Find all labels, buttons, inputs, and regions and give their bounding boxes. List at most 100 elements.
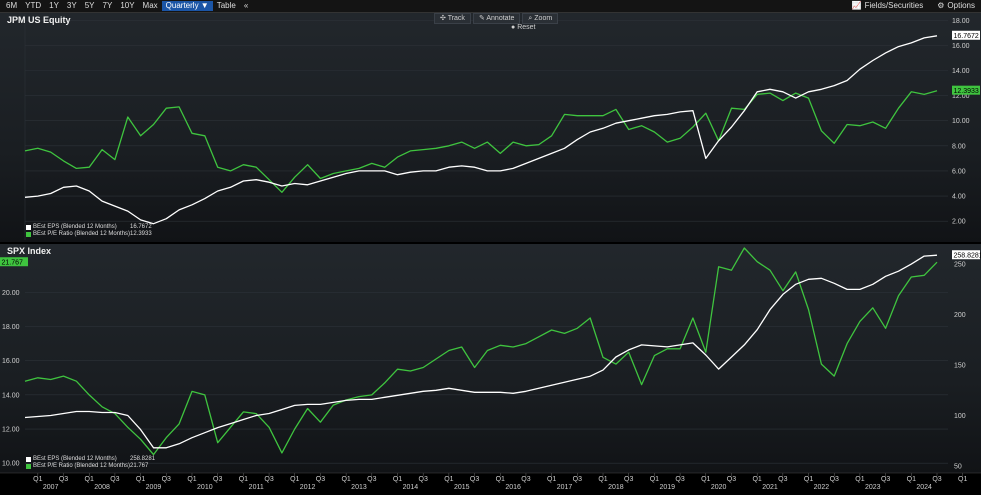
annotate-button[interactable]: ✎ Annotate [472,13,521,24]
x-quarter-label: Q3 [521,476,530,483]
x-quarter-label: Q1 [907,476,916,483]
legend-value-eps: 258.8281 [130,456,156,462]
legend-swatch-eps [26,225,31,230]
table-button[interactable]: Table [216,1,236,10]
x-year-label: 2018 [608,484,624,491]
range-ytd-button[interactable]: YTD [25,1,42,10]
options-button[interactable]: ⚙ Options [937,1,975,11]
x-quarter-label: Q1 [187,476,196,483]
y-right-tick-label: 50 [954,463,962,470]
crosshair-icon: ✣ [440,15,448,22]
legend-spx: BEst EPS (Blended 12 Months) 258.8281 BEs… [26,456,155,470]
legend-label-pe: BEst P/E Ratio (Blended 12 Months) [33,231,131,237]
x-quarter-label: Q3 [367,476,376,483]
legend-swatch-pe [26,232,31,237]
last-value-tag-jpm-pe: 12.3933 [952,85,980,95]
fields-securities-label: Fields/Securities [864,1,924,10]
y-left-tick-label: 10.00 [2,461,20,468]
x-year-label: 2008 [94,484,110,491]
last-value-tag-spx-eps-text: 258.8281 [954,253,981,260]
x-quarter-label: Q1 [752,476,761,483]
x-quarter-label: Q3 [59,476,68,483]
y-tick-label: 6.00 [952,168,966,175]
range-1y-button[interactable]: 1Y [49,1,59,10]
range-5y-button[interactable]: 5Y [84,1,95,10]
x-year-label: 2007 [43,484,59,491]
x-year-label: 2019 [659,484,675,491]
y-left-tick-label: 14.00 [2,392,20,399]
series-line-jpm-pe [24,90,938,193]
y-right-tick-label: 200 [954,312,966,319]
x-quarter-label: Q1 [958,476,967,483]
x-quarter-label: Q1 [855,476,864,483]
x-quarter-label: Q1 [85,476,94,483]
legend-item-pe[interactable]: BEst P/E Ratio (Blended 12 Months) 12.393… [26,231,152,238]
x-year-label: 2017 [557,484,573,491]
x-quarter-label: Q3 [881,476,890,483]
x-quarter-label: Q1 [650,476,659,483]
series-line-spx-eps [24,254,938,449]
options-label: Options [947,1,975,10]
last-value-tag-spx-eps-bg [952,250,980,260]
legend-item-eps[interactable]: BEst EPS (Blended 12 Months) 258.8281 [26,456,155,463]
reset-button[interactable]: ● Reset [511,24,535,31]
legend-value-eps: 16.7672 [130,224,152,230]
track-button[interactable]: ✣ Track [434,13,471,24]
series-line-jpm-eps [24,35,938,225]
y-tick-label: 2.00 [952,219,966,226]
pencil-icon: ✎ [478,15,487,22]
x-quarter-label: Q1 [598,476,607,483]
range-7y-button[interactable]: 7Y [102,1,113,10]
x-quarter-label: Q3 [162,476,171,483]
last-value-tag-jpm-pe-text: 12.3933 [954,88,979,95]
x-year-label: 2010 [197,484,213,491]
collapse-button[interactable]: « [243,1,249,10]
fields-securities-button[interactable]: 📈 Fields/Securities [852,1,924,11]
range-10y-button[interactable]: 10Y [120,1,135,10]
x-quarter-label: Q3 [932,476,941,483]
legend-label-pe: BEst P/E Ratio (Blended 12 Months) [33,463,131,469]
x-year-label: 2015 [454,484,470,491]
period-dropdown[interactable]: Quarterly ▼ [161,1,213,11]
x-quarter-label: Q1 [496,476,505,483]
x-year-label: 2021 [762,484,778,491]
x-quarter-label: Q1 [547,476,556,483]
y-right-tick-label: 150 [954,363,966,370]
y-tick-label: 10.00 [952,118,970,125]
last-value-tag-jpm-eps-text: 16.7672 [954,33,979,40]
x-quarter-label: Q1 [444,476,453,483]
x-quarter-label: Q3 [470,476,479,483]
x-year-label: 2023 [865,484,881,491]
legend-label-eps: BEst EPS (Blended 12 Months) [33,224,117,230]
range-3y-button[interactable]: 3Y [66,1,77,10]
y-right-tick-label: 250 [954,262,966,269]
reset-icon: ● [511,24,518,31]
legend-jpm: BEst EPS (Blended 12 Months) 16.7672 BEst… [26,224,152,238]
chart-title-jpm: JPM US Equity [7,15,71,25]
x-year-label: 2024 [916,484,932,491]
legend-value-pe: 21.767 [130,463,149,469]
x-quarter-label: Q3 [573,476,582,483]
zoom-button[interactable]: ⌕ Zoom [522,13,559,24]
legend-item-eps[interactable]: BEst EPS (Blended 12 Months) 16.7672 [26,224,152,231]
chart-panel-spx [0,244,981,473]
legend-item-pe[interactable]: BEst P/E Ratio (Blended 12 Months) 21.767 [26,463,148,470]
x-quarter-label: Q3 [675,476,684,483]
x-quarter-label: Q3 [264,476,273,483]
x-quarter-label: Q3 [316,476,325,483]
y-right-tick-label: 100 [954,413,966,420]
range-6m-button[interactable]: 6M [6,1,18,10]
x-year-label: 2014 [403,484,419,491]
last-value-tag-spx-pe: 21.767 [0,257,28,267]
x-year-label: 2011 [249,484,264,491]
y-tick-label: 16.00 [952,43,970,50]
y-left-tick-label: 16.00 [2,358,20,365]
legend-swatch-eps [26,457,31,462]
range-max-button[interactable]: Max [142,1,158,10]
gear-icon: ⚙ [937,1,945,10]
legend-value-pe: 12.3933 [130,231,152,237]
x-quarter-label: Q3 [727,476,736,483]
reset-label: Reset [517,24,536,31]
x-year-label: 2016 [505,484,521,491]
